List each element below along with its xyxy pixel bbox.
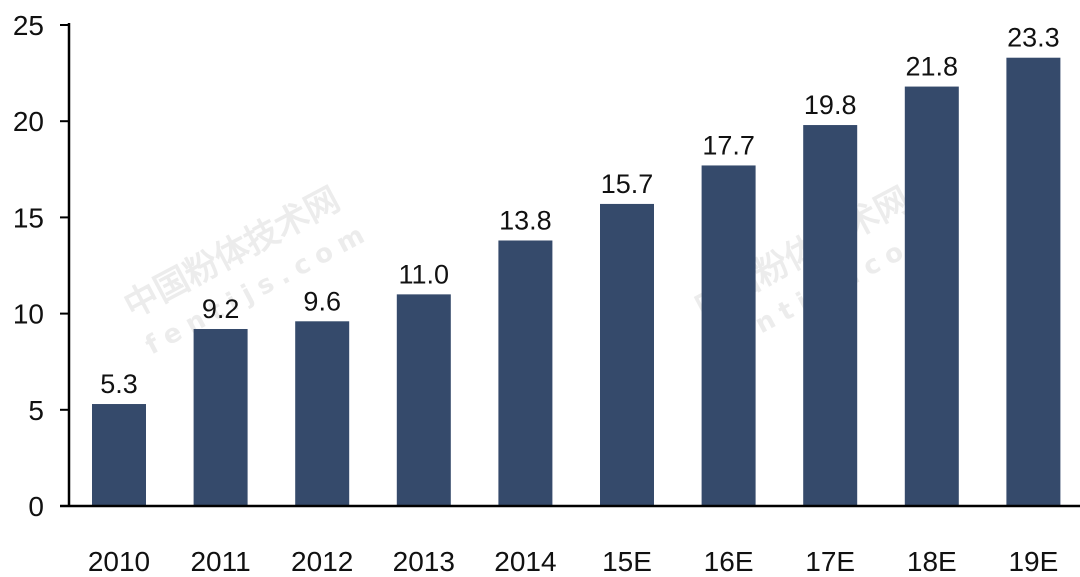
- data-label: 15.7: [601, 169, 654, 199]
- y-tick-label: 0: [28, 491, 44, 522]
- x-tick-label: 15E: [602, 546, 652, 577]
- data-label: 17.7: [702, 130, 755, 160]
- y-tick-label: 25: [13, 10, 44, 41]
- bar-2014: [498, 240, 553, 506]
- y-tick-label: 10: [13, 299, 44, 330]
- data-label: 23.3: [1007, 23, 1060, 53]
- y-tick-label: 20: [13, 106, 44, 137]
- x-tick-label: 17E: [805, 546, 855, 577]
- bar-2010: [92, 404, 146, 506]
- data-label: 19.8: [804, 90, 857, 120]
- bar-16E: [701, 165, 756, 506]
- x-tick-label: 2014: [494, 546, 556, 577]
- y-tick-label: 5: [28, 395, 44, 426]
- bar-15E: [600, 203, 654, 506]
- x-tick-label: 2013: [393, 546, 455, 577]
- x-tick-label: 16E: [704, 546, 754, 577]
- x-tick-label: 2012: [291, 546, 353, 577]
- data-label: 21.8: [906, 52, 959, 82]
- data-label: 9.6: [303, 286, 341, 316]
- bar-18E: [904, 86, 959, 507]
- data-label: 9.2: [202, 294, 240, 324]
- x-tick-label: 18E: [907, 546, 957, 577]
- bar-17E: [803, 125, 858, 506]
- data-label: 5.3: [100, 369, 138, 399]
- data-label: 11.0: [399, 259, 450, 289]
- y-tick-label: 15: [13, 202, 44, 233]
- bar-2013: [396, 294, 451, 506]
- bar-19E: [1006, 57, 1061, 506]
- x-tick-label: 19E: [1008, 546, 1058, 577]
- data-label: 13.8: [499, 205, 552, 235]
- bar-2012: [295, 321, 350, 506]
- x-tick-label: 2011: [190, 546, 250, 577]
- bar-2011: [193, 328, 248, 506]
- x-tick-label: 2010: [88, 546, 150, 577]
